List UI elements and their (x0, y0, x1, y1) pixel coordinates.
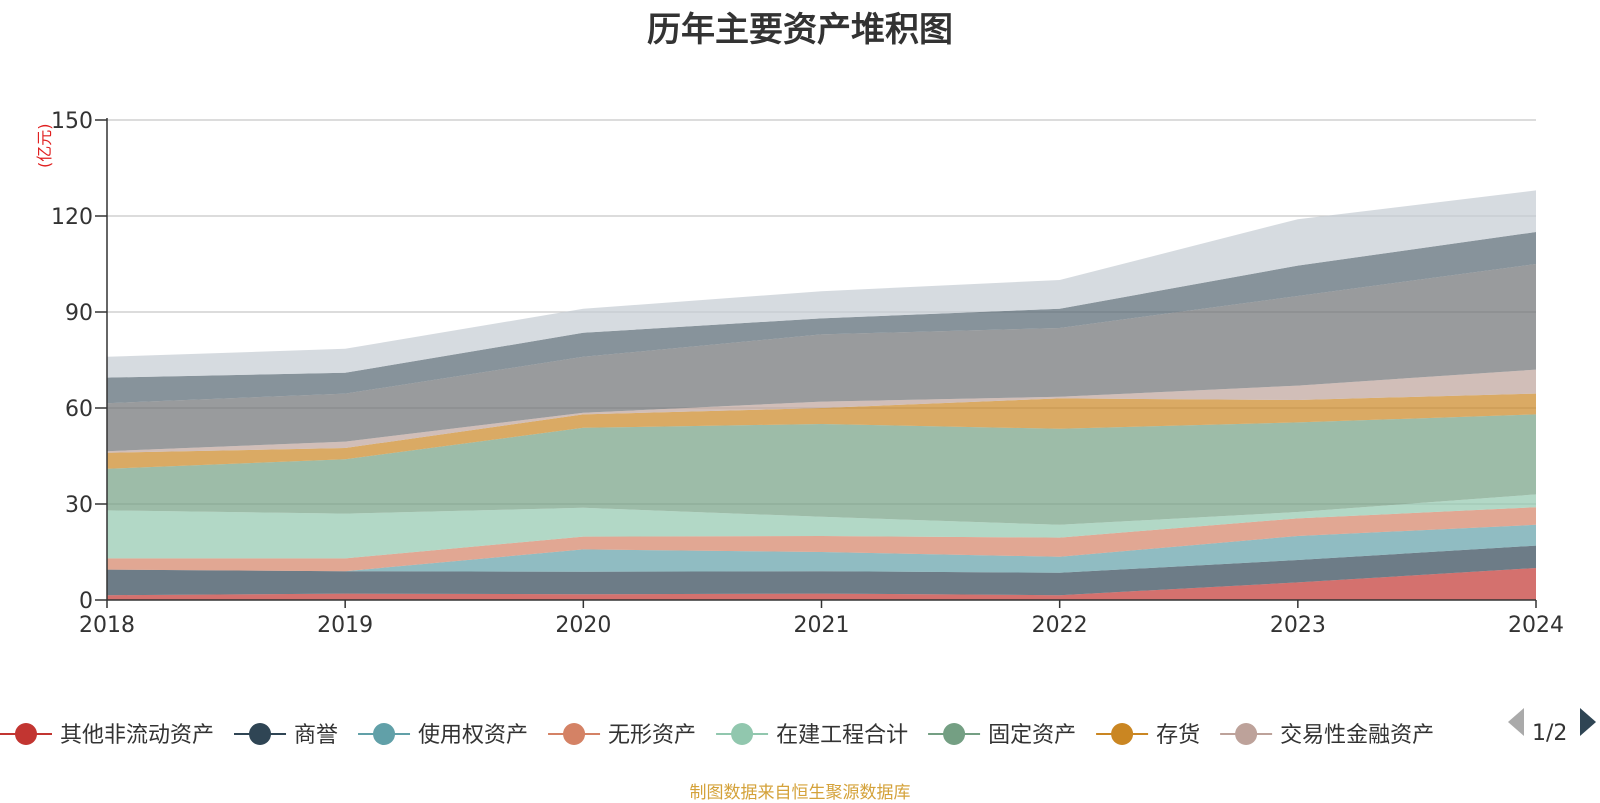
legend-label: 在建工程合计 (776, 723, 908, 748)
area-series-9 (107, 232, 1536, 404)
y-tick-label: 60 (65, 397, 93, 422)
legend-label: 固定资产 (988, 723, 1076, 748)
x-tick-label: 2022 (1032, 613, 1088, 638)
x-tick-label: 2018 (79, 613, 135, 638)
legend-label: 无形资产 (608, 723, 696, 748)
y-tick-label: 30 (65, 493, 93, 518)
legend-item[interactable]: 在建工程合计 (716, 723, 908, 748)
area-series-4 (107, 494, 1536, 559)
area-series-2 (107, 524, 1536, 573)
data-source-note: 制图数据来自恒生聚源数据库 (689, 783, 911, 803)
area-series-6 (107, 393, 1536, 469)
legend-label: 其他非流动资产 (60, 723, 214, 748)
y-tick-label: 0 (79, 589, 93, 614)
y-axis-unit: (亿元) (35, 124, 54, 169)
y-tick-label: 90 (65, 301, 93, 326)
legend[interactable]: 其他非流动资产 商誉 使用权资产 无形资产 在建工程合计 固定资产 存货 交易性金融资产 (0, 723, 1434, 748)
legend-label: 商誉 (294, 723, 338, 748)
area-series-3 (107, 507, 1536, 572)
area-series-8 (107, 264, 1536, 452)
legend-item[interactable]: 固定资产 (928, 723, 1076, 748)
area-series-1 (107, 545, 1536, 596)
legend-label: 交易性金融资产 (1280, 723, 1434, 748)
legend-page-indicator: 1/2 (1532, 721, 1567, 746)
legend-item[interactable]: 使用权资产 (358, 723, 528, 748)
y-tick-label: 150 (51, 109, 93, 134)
legend-marker-icon (1235, 723, 1258, 745)
area-series-10 (107, 190, 1536, 378)
legend-pager: 1/2 (1508, 708, 1596, 746)
x-tick-label: 2020 (555, 613, 611, 638)
legend-item[interactable]: 交易性金融资产 (1220, 723, 1434, 748)
legend-marker-icon (1111, 723, 1134, 745)
legend-next-icon[interactable] (1580, 708, 1596, 736)
area-series-0 (107, 568, 1536, 600)
x-tick-label: 2021 (794, 613, 850, 638)
legend-item[interactable]: 其他非流动资产 (0, 723, 214, 748)
x-tick-label: 2019 (317, 613, 373, 638)
chart-title: 历年主要资产堆积图 (647, 10, 953, 50)
legend-prev-icon[interactable] (1508, 708, 1524, 736)
legend-label: 存货 (1156, 723, 1200, 748)
legend-marker-icon (15, 723, 37, 745)
stacked-areas (107, 190, 1536, 600)
area-series-5 (107, 414, 1536, 525)
tick-labels: 0 30 60 90 120 150 2018 2019 2020 2021 2022 2023 202… (51, 109, 1564, 638)
legend-item[interactable]: 存货 (1096, 723, 1200, 748)
legend-marker-icon (731, 723, 754, 745)
legend-marker-icon (249, 723, 272, 745)
legend-marker-icon (563, 723, 586, 745)
legend-item[interactable]: 商誉 (234, 723, 338, 748)
legend-label: 使用权资产 (418, 723, 528, 748)
legend-item[interactable]: 无形资产 (548, 723, 696, 748)
legend-marker-icon (373, 723, 396, 745)
legend-marker-icon (943, 723, 966, 745)
x-tick-label: 2023 (1270, 613, 1326, 638)
y-tick-label: 120 (51, 205, 93, 230)
x-tick-label: 2024 (1508, 613, 1564, 638)
